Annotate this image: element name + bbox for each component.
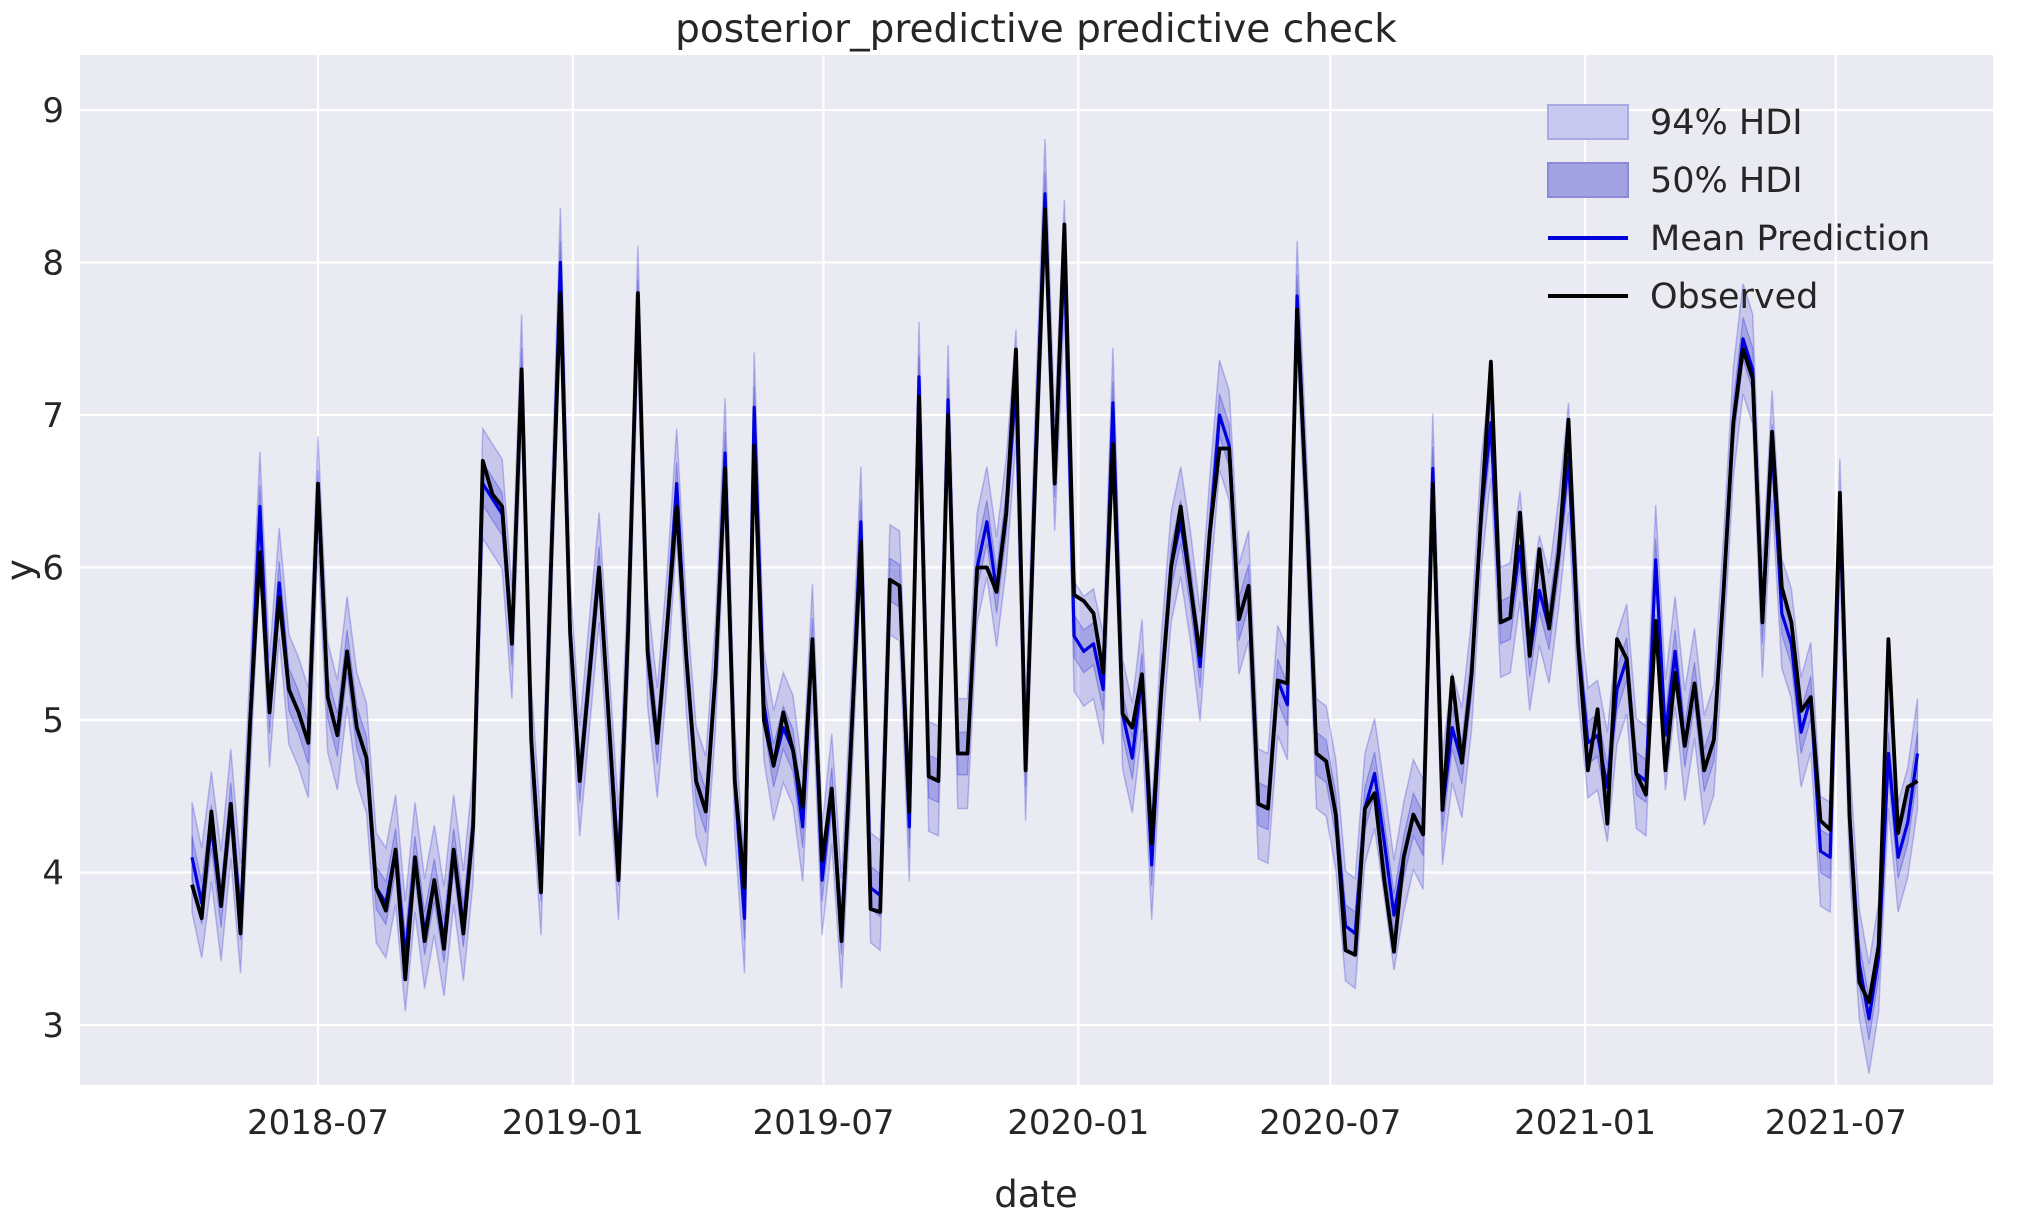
legend-item-mean-prediction: Mean Prediction xyxy=(1548,219,1930,259)
data-lines xyxy=(190,192,1920,1021)
legend-label-50-hdi: 50% HDI xyxy=(1650,161,1803,201)
svg-text:5: 5 xyxy=(42,701,64,741)
svg-text:2018-07: 2018-07 xyxy=(247,1103,389,1143)
legend-label-94-hdi: 94% HDI xyxy=(1650,103,1803,143)
legend-label-mean-prediction: Mean Prediction xyxy=(1650,219,1930,259)
legend-item-observed: Observed xyxy=(1548,277,1818,317)
svg-text:2019-07: 2019-07 xyxy=(752,1103,894,1143)
svg-text:7: 7 xyxy=(42,396,64,436)
legend: 94% HDI 50% HDI Mean Prediction Observed xyxy=(1547,103,1930,317)
svg-text:2020-07: 2020-07 xyxy=(1259,1103,1401,1143)
legend-label-observed: Observed xyxy=(1650,277,1818,317)
x-tick-labels: 2018-07 2019-01 2019-07 2020-01 2020-07 2021-… xyxy=(247,1103,1907,1143)
svg-text:2020-01: 2020-01 xyxy=(1007,1103,1149,1143)
chart-title: posterior_predictive predictive check xyxy=(675,7,1397,52)
svg-text:9: 9 xyxy=(42,91,64,131)
svg-text:4: 4 xyxy=(42,854,64,894)
svg-text:2019-01: 2019-01 xyxy=(502,1103,644,1143)
svg-text:3: 3 xyxy=(42,1006,64,1046)
svg-text:2021-07: 2021-07 xyxy=(1765,1103,1907,1143)
hdi94-swatch xyxy=(1547,104,1629,140)
x-axis-label: date xyxy=(994,1173,1077,1216)
legend-item-94-hdi: 94% HDI xyxy=(1547,103,1803,143)
plot-background xyxy=(80,55,1993,1085)
legend-item-50-hdi: 50% HDI xyxy=(1547,161,1803,201)
svg-text:2021-01: 2021-01 xyxy=(1514,1103,1656,1143)
hdi50-swatch xyxy=(1547,162,1629,198)
y-tick-labels: 3 4 5 6 7 8 9 xyxy=(42,91,64,1046)
observed-line xyxy=(190,207,1919,1004)
svg-text:8: 8 xyxy=(42,244,64,284)
svg-text:6: 6 xyxy=(42,549,64,589)
y-axis-label: y xyxy=(0,559,41,581)
